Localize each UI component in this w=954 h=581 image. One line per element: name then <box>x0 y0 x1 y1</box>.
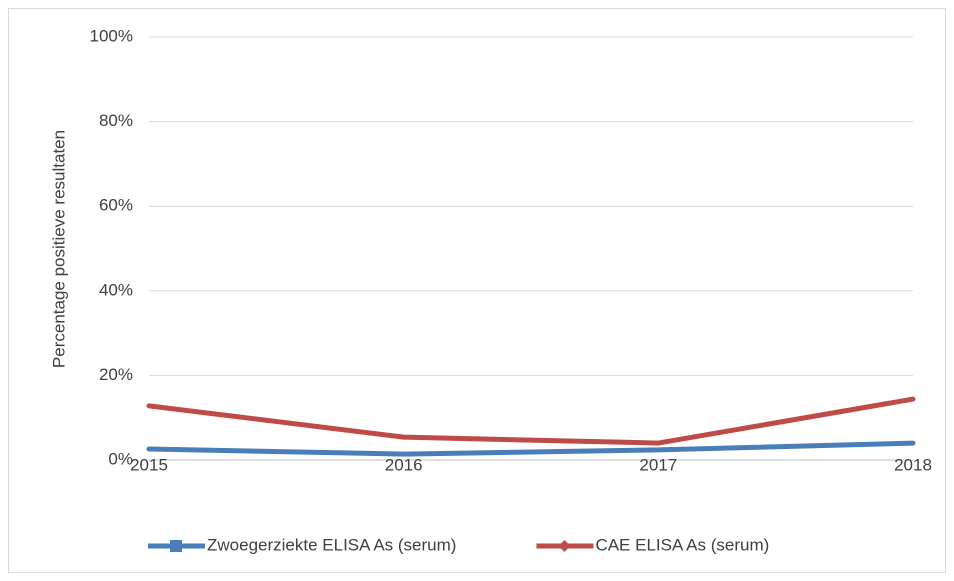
series-line <box>146 440 916 457</box>
y-tick-label: 100% <box>90 26 133 45</box>
y-tick-label: 40% <box>99 280 133 299</box>
y-tick-label: 60% <box>99 196 133 215</box>
x-tick-label: 2016 <box>385 455 423 474</box>
y-tick-label: 80% <box>99 111 133 130</box>
y-tick-label: 20% <box>99 365 133 384</box>
x-tick-label: 2017 <box>639 455 677 474</box>
y-axis-label: Percentage positieve resultaten <box>49 130 68 368</box>
y-tick-label: 0% <box>108 449 133 468</box>
legend-label: CAE ELISA As (serum) <box>595 535 769 554</box>
legend-label: Zwoegerziekte ELISA As (serum) <box>207 535 456 554</box>
series-line <box>146 396 916 446</box>
x-tick-label: 2015 <box>130 455 168 474</box>
x-tick-label: 2018 <box>894 455 932 474</box>
legend-marker <box>558 540 571 552</box>
legend-marker <box>170 540 182 552</box>
